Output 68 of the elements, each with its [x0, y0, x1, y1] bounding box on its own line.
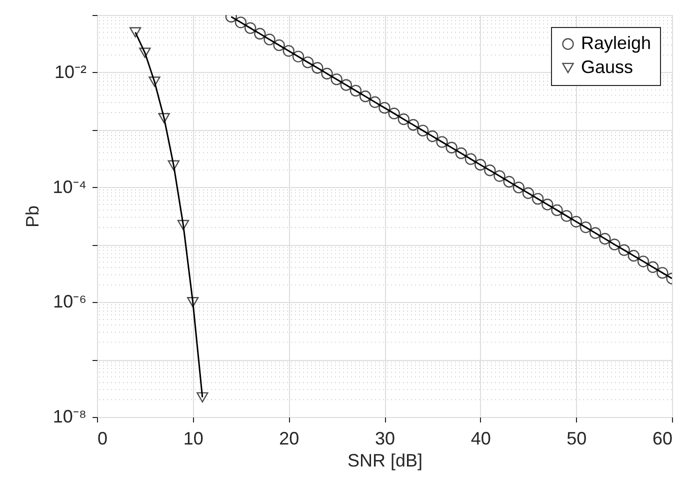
point — [503, 176, 515, 188]
point — [618, 244, 630, 256]
point — [464, 153, 477, 165]
point — [522, 187, 534, 199]
point — [129, 27, 142, 38]
point — [292, 50, 304, 62]
point — [330, 73, 342, 86]
point — [407, 119, 420, 131]
point — [542, 198, 554, 210]
point — [570, 216, 582, 228]
point — [455, 147, 468, 160]
point — [264, 34, 276, 46]
point — [254, 28, 266, 40]
point — [446, 142, 458, 154]
y-tick-label: 10⁻⁴ — [52, 176, 86, 197]
y-axis-title: Pb — [22, 205, 43, 228]
point — [599, 232, 611, 245]
point — [398, 113, 410, 126]
point — [359, 90, 372, 102]
x-tick-label: 20 — [279, 428, 300, 448]
point — [560, 210, 572, 222]
y-tick-label: 10⁻² — [54, 62, 87, 82]
point — [312, 62, 324, 74]
point — [532, 192, 544, 205]
x-axis-title: SNR [dB] — [347, 450, 423, 470]
point — [302, 56, 314, 68]
point — [484, 164, 496, 176]
x-tick-label: 10 — [183, 428, 204, 448]
point — [426, 130, 438, 142]
x-tick-label: 50 — [566, 428, 587, 448]
x-tick-label: 30 — [374, 428, 396, 448]
point — [589, 227, 602, 239]
point — [369, 96, 381, 108]
legend-label: Gauss — [581, 57, 634, 77]
point — [196, 392, 208, 402]
point — [168, 160, 180, 171]
point — [234, 16, 247, 28]
point — [494, 170, 506, 182]
point — [273, 39, 285, 52]
point — [388, 108, 400, 120]
point — [177, 220, 190, 230]
point — [416, 124, 429, 136]
point — [656, 266, 668, 279]
x-tick-label: 60 — [652, 428, 672, 448]
point — [186, 297, 199, 308]
point — [139, 48, 151, 58]
point — [378, 102, 390, 114]
y-tick-label: 10⁻⁶ — [53, 292, 86, 312]
x-tick-label: 0 — [98, 428, 108, 448]
point — [436, 136, 448, 148]
point — [244, 22, 256, 34]
x-tick-label: 40 — [470, 428, 491, 448]
point — [340, 79, 352, 91]
point — [580, 221, 592, 234]
point — [350, 84, 362, 97]
point — [646, 261, 659, 273]
point — [637, 256, 650, 268]
point — [474, 158, 486, 171]
point — [158, 112, 170, 124]
y-tick-label: 10⁻⁸ — [52, 406, 86, 426]
legend-label: Rayleigh — [581, 33, 652, 53]
point — [512, 182, 525, 194]
point — [551, 204, 563, 216]
point — [608, 238, 620, 250]
point — [628, 250, 640, 262]
point — [321, 68, 333, 80]
point — [148, 76, 160, 87]
point — [282, 45, 295, 57]
